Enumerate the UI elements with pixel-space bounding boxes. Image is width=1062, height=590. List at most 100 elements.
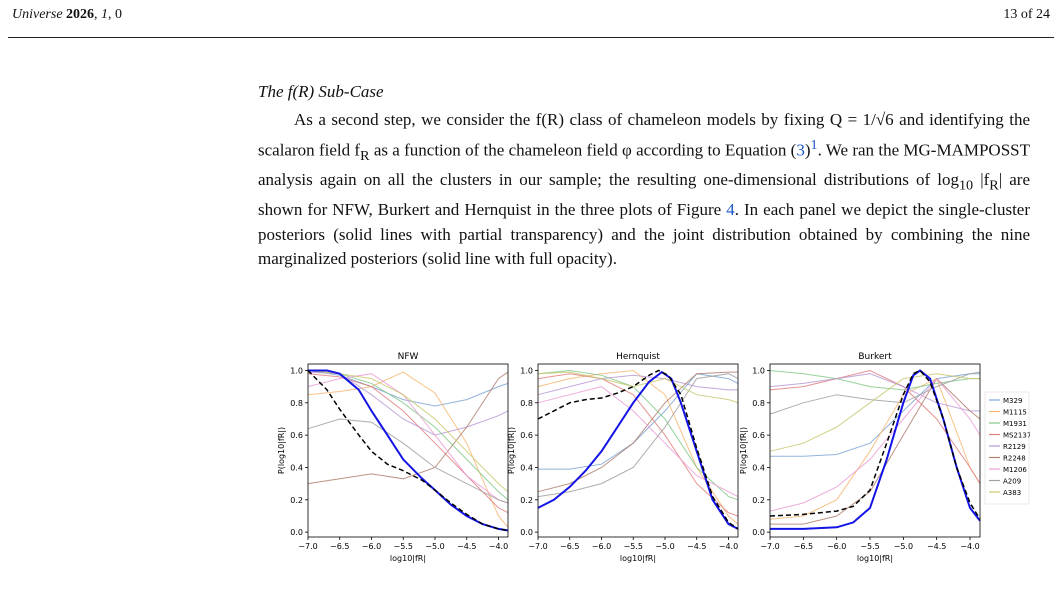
- x-tick-label: −5.5: [394, 542, 413, 551]
- journal-name: Universe: [12, 7, 63, 22]
- y-axis-label: P(log10|fR|): [277, 427, 286, 474]
- x-tick-label: −6.5: [330, 542, 349, 551]
- x-tick-label: −4.0: [719, 542, 738, 551]
- y-tick-label: 0.2: [290, 496, 303, 505]
- para-text-5: |f: [973, 170, 990, 190]
- y-tick-label: 0.0: [290, 528, 303, 537]
- x-tick-label: −4.5: [687, 542, 706, 551]
- para-text-4: . We ran the MG-MAMPOSST analysis again …: [258, 140, 1031, 190]
- y-tick-label: 0.6: [290, 431, 303, 440]
- chart-panel-3: Burkert −7.0 −6.5 −6.0 −5.5 −5.0 −4.5 −4.0 0.0 0.…: [739, 352, 981, 563]
- joint-solid-line: [770, 369, 981, 530]
- joint-dashed-line: [307, 369, 509, 532]
- x-axis-label: log10|fR|: [390, 554, 426, 563]
- page-number: 13 of 24: [1003, 7, 1050, 22]
- series-line-ms2137: [769, 369, 981, 484]
- y-tick-label: 0.4: [290, 463, 303, 472]
- figure-4: NFW −7.0 −6.5 −6.0 −5.5 −5.0 −4.5 −4.0 0.0 0.2 0.4…: [270, 334, 1031, 584]
- x-tick-label: −7.0: [760, 542, 779, 551]
- series-line-m1206: [769, 377, 981, 512]
- series-line-r2129: [537, 374, 738, 396]
- para-text-3: ): [804, 140, 811, 160]
- journal-volume: 1: [101, 7, 109, 22]
- x-tick-label: −5.5: [860, 542, 879, 551]
- series-line-m1931: [537, 369, 739, 501]
- series-line-r2248: [307, 371, 509, 485]
- para-text-2: as a function of the chameleon field φ a…: [369, 140, 797, 160]
- series-line-a383: [769, 373, 980, 452]
- chart-title: Burkert: [858, 352, 892, 362]
- subscript-r: R: [360, 147, 370, 164]
- subscript-10: 10: [958, 177, 974, 194]
- equation-link[interactable]: 3: [796, 140, 805, 160]
- legend-label: M1206: [1003, 466, 1027, 474]
- header-rule: [8, 37, 1054, 38]
- article-number: 0: [115, 7, 123, 22]
- x-tick-label: −5.0: [655, 542, 674, 551]
- para-text-7: . In each panel we depict the single-clu…: [258, 200, 1030, 269]
- para-text-1: As a second step, we consider the f(R) c…: [258, 110, 1030, 160]
- y-tick-label: 0.8: [520, 399, 533, 408]
- x-tick-label: −5.0: [894, 542, 913, 551]
- y-tick-label: 1.0: [290, 366, 303, 375]
- y-tick-label: 0.8: [290, 399, 303, 408]
- series-line-m1115: [769, 377, 981, 520]
- y-tick-label: 0.6: [752, 431, 765, 440]
- para-text-6: | are shown for NFW, Burkert and Hernqui…: [258, 170, 1030, 220]
- x-tick-label: −4.5: [927, 542, 946, 551]
- y-axis-label: P(log10|fR|): [739, 427, 748, 474]
- journal-year: 2026: [66, 7, 95, 22]
- legend-label: A209: [1003, 478, 1021, 486]
- series-line-r2129: [769, 373, 980, 412]
- series-line-m1206: [537, 386, 739, 498]
- chart-title: NFW: [398, 352, 419, 362]
- series-line-a209: [307, 418, 509, 504]
- plot-frame: [537, 363, 739, 538]
- series-line-a209: [769, 371, 981, 415]
- x-tick-label: −4.5: [457, 542, 476, 551]
- y-tick-label: 0.2: [752, 496, 765, 505]
- running-header-left: Universe 2026, 1, 0: [12, 7, 123, 22]
- y-tick-label: 0.4: [752, 463, 765, 472]
- series-line-m1931: [769, 370, 980, 391]
- series-line-m329: [770, 373, 980, 457]
- chart-panel-2: Hernquist −7.0 −6.5 −6.0 −5.5 −5.0 −4.5 −4.0 0.0…: [507, 352, 739, 563]
- x-tick-label: −5.5: [624, 542, 643, 551]
- chart-title: Hernquist: [616, 352, 660, 362]
- x-tick-label: −7.0: [528, 542, 547, 551]
- legend: M329 M1115 M1931 MS2137 R2129 R2248 M1206 A209 A…: [984, 391, 1031, 505]
- series-line-r2248: [770, 377, 981, 525]
- y-tick-label: 0.6: [520, 431, 533, 440]
- series-line-m1115: [307, 371, 509, 528]
- joint-solid-line: [537, 370, 739, 530]
- plot-frame: [769, 363, 981, 538]
- x-tick-label: −6.5: [794, 542, 813, 551]
- legend-label: R2129: [1003, 443, 1026, 451]
- body-paragraph: As a second step, we consider the f(R) c…: [258, 108, 1030, 272]
- x-tick-label: −5.0: [425, 542, 444, 551]
- y-tick-label: 0.0: [520, 528, 533, 537]
- subsection-title: The f(R) Sub-Case: [258, 82, 384, 101]
- x-tick-label: −6.5: [560, 542, 579, 551]
- x-axis-label: log10|fR|: [857, 554, 893, 563]
- figure-link[interactable]: 4: [726, 200, 735, 220]
- subscript-r-2: R: [989, 177, 999, 194]
- y-tick-label: 0.0: [752, 528, 765, 537]
- x-tick-label: −6.0: [362, 542, 381, 551]
- y-tick-label: 0.8: [752, 399, 765, 408]
- series-line-m1931: [307, 370, 509, 501]
- legend-label: M329: [1003, 397, 1022, 405]
- footnote-link[interactable]: 1: [810, 136, 818, 153]
- x-tick-label: −4.0: [489, 542, 508, 551]
- series-line-r2248: [537, 371, 738, 493]
- legend-label: A383: [1003, 489, 1021, 497]
- series-line-m1206: [307, 373, 509, 504]
- joint-dashed-line: [537, 369, 739, 530]
- series-line-m1115: [537, 369, 739, 525]
- plot-frame: [307, 363, 509, 538]
- y-tick-label: 0.2: [520, 496, 533, 505]
- y-axis-label: P(log10|fR|): [507, 427, 516, 474]
- x-tick-label: −6.0: [827, 542, 846, 551]
- x-tick-label: −6.0: [592, 542, 611, 551]
- x-axis-label: log10|fR|: [620, 554, 656, 563]
